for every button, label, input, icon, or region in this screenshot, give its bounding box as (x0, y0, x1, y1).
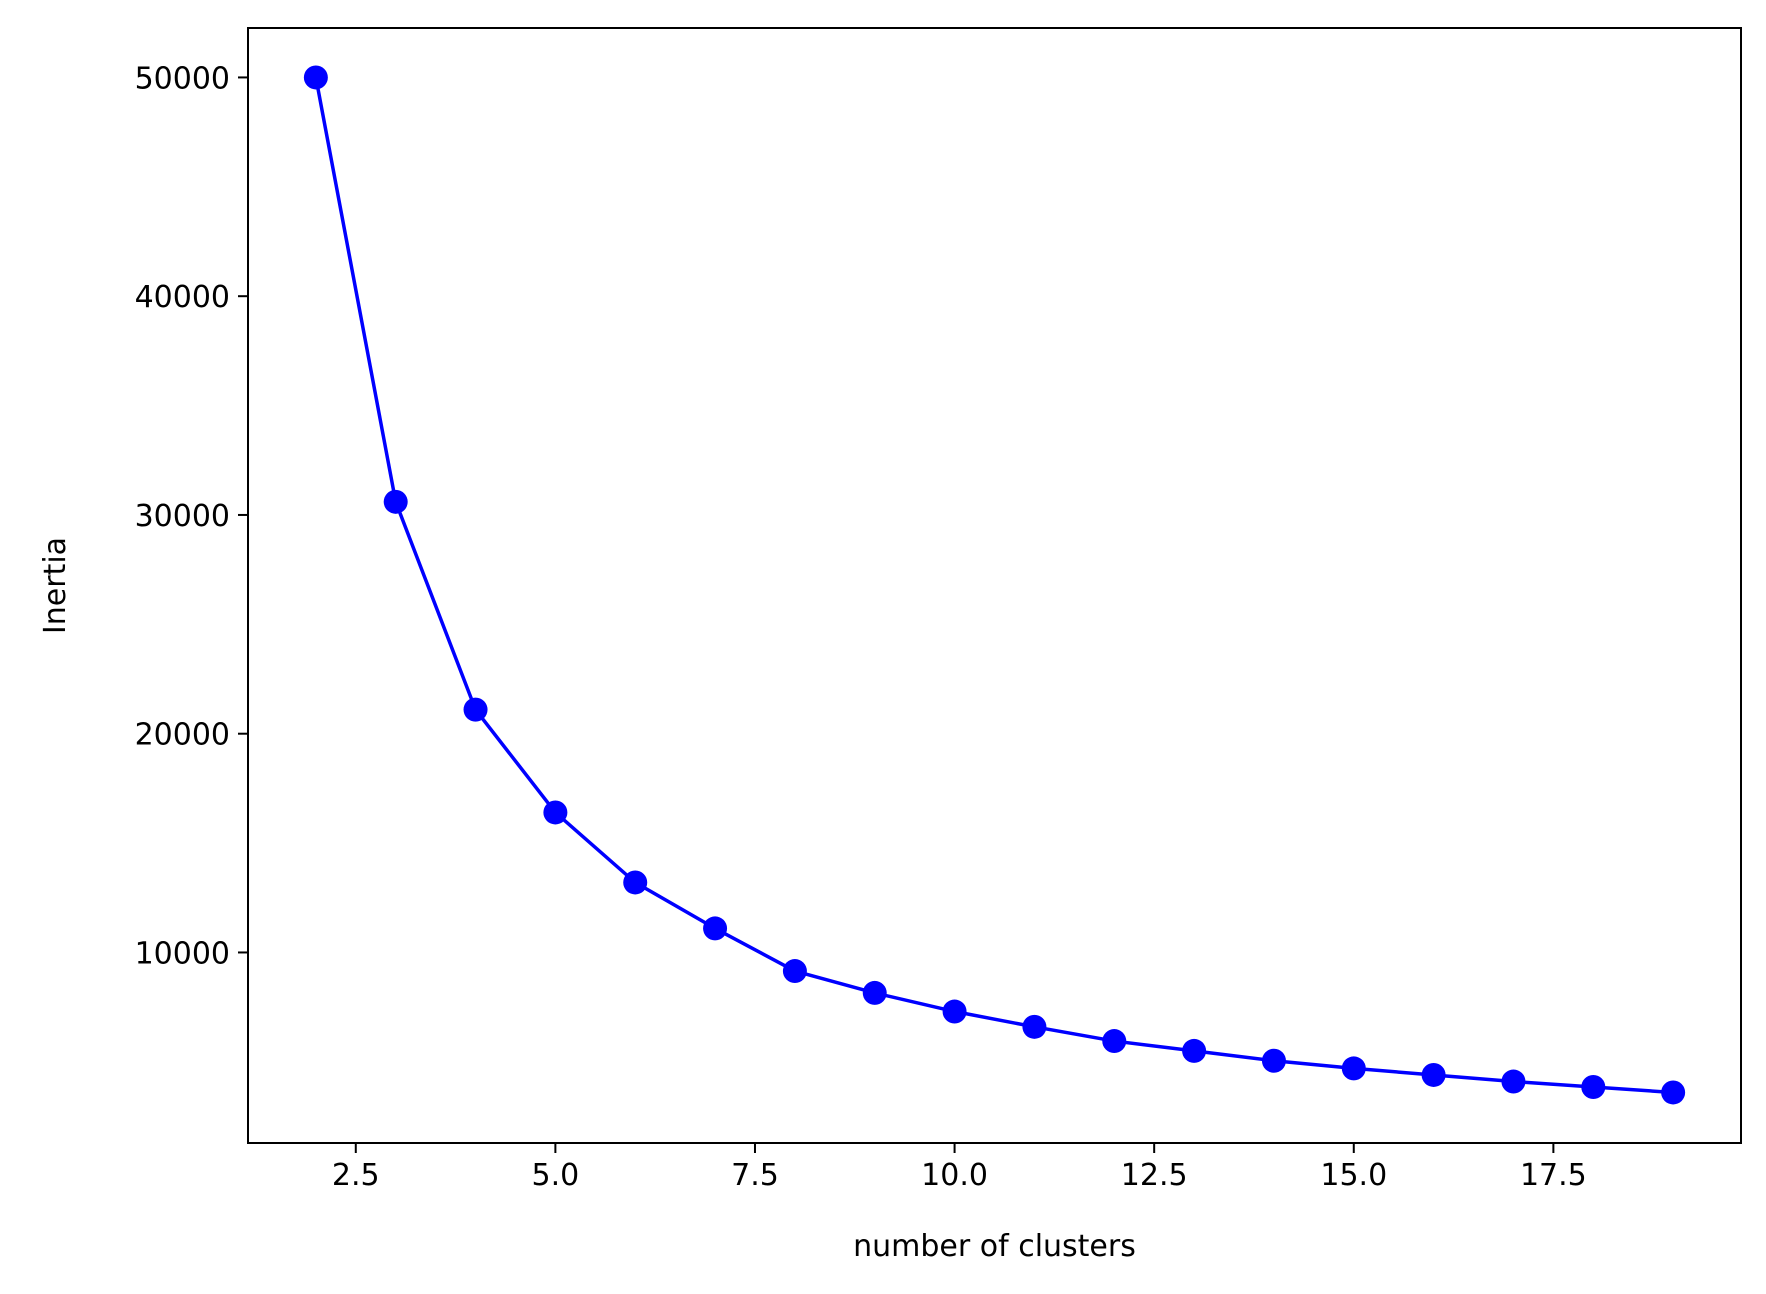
data-point (703, 916, 728, 941)
x-axis-ticks: 2.5 5.0 7.5 10.0 12.5 15.0 17.5 (332, 1143, 1587, 1193)
x-tick-label: 12.5 (1121, 1158, 1188, 1193)
x-tick-label: 2.5 (332, 1158, 380, 1193)
data-point (782, 959, 807, 984)
data-point (1421, 1062, 1446, 1087)
y-axis-ticks: 10000 20000 30000 40000 50000 (135, 61, 248, 971)
data-point (383, 489, 408, 514)
data-point (463, 697, 488, 722)
data-point (1102, 1029, 1127, 1054)
data-point (303, 65, 328, 90)
y-tick-label: 40000 (135, 280, 230, 315)
x-tick-label: 7.5 (731, 1158, 779, 1193)
data-point (942, 999, 967, 1024)
data-point (1341, 1056, 1366, 1081)
y-tick-label: 30000 (135, 499, 230, 534)
data-point (1581, 1074, 1606, 1099)
data-point (1661, 1080, 1686, 1105)
y-tick-label: 20000 (135, 718, 230, 753)
y-tick-label: 50000 (135, 61, 230, 96)
y-axis-title: Inertia (38, 537, 73, 634)
plot-area (303, 65, 1686, 1105)
x-tick-label: 5.0 (532, 1158, 580, 1193)
data-point (1501, 1069, 1526, 1094)
x-tick-label: 10.0 (921, 1158, 988, 1193)
data-point (623, 870, 648, 895)
y-tick-label: 10000 (135, 936, 230, 971)
data-point (862, 980, 887, 1005)
x-tick-label: 15.0 (1320, 1158, 1387, 1193)
data-point (543, 800, 568, 825)
x-axis-title: number of clusters (853, 1229, 1136, 1264)
data-point (1022, 1014, 1047, 1039)
data-point (1182, 1038, 1207, 1063)
series-line (314, 77, 1674, 1095)
axes-frame (247, 27, 1742, 1144)
x-tick-label: 17.5 (1520, 1158, 1587, 1193)
data-point (1261, 1048, 1286, 1073)
